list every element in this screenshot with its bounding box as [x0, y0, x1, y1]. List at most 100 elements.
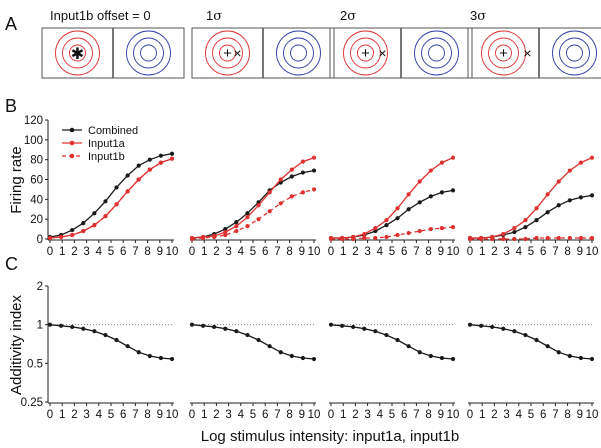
data-point-input1a: [223, 229, 228, 235]
series-line-additivity: [330, 324, 454, 360]
data-point-input1b: [450, 225, 456, 230]
data-point-combined: [234, 220, 239, 225]
rf-ring-right: [276, 30, 321, 76]
data-point-additivity: [490, 324, 495, 330]
y-tick-label: 0.25: [21, 397, 43, 409]
legend-marker-1: [69, 140, 75, 146]
rf-ring-right: [559, 37, 590, 69]
rf-ring-left: [55, 30, 100, 76]
data-point-additivity: [428, 353, 433, 359]
x-tick-label: 7: [413, 409, 419, 421]
x-tick-label: 10: [447, 246, 460, 258]
x-tick-label: 8: [144, 409, 150, 421]
x-tick-label: 6: [540, 409, 546, 421]
data-point-additivity: [70, 324, 75, 330]
rf-ring-left: [69, 44, 86, 62]
data-point-input1b: [490, 236, 495, 242]
x-tick-label: 1: [479, 246, 485, 258]
data-point-combined: [289, 174, 294, 179]
data-point-input1a: [523, 218, 528, 223]
x-tick-label: 2: [352, 246, 358, 258]
data-point-input1b: [384, 234, 389, 240]
rf-center-marker: +: [223, 45, 232, 62]
data-point-input1b: [158, 160, 164, 165]
x-tick-label: 6: [120, 246, 126, 258]
x-tick-label: 2: [213, 246, 219, 258]
data-point-input1b: [362, 235, 367, 241]
data-point-input1b: [223, 232, 228, 238]
data-point-additivity: [417, 350, 422, 355]
data-point-additivity: [578, 355, 584, 361]
panel-letter-b: B: [5, 96, 17, 116]
x-tick-label: 3: [503, 409, 509, 421]
data-point-input1b: [47, 235, 53, 241]
data-point-input1a: [428, 168, 433, 173]
rf-center-marker: +: [361, 45, 370, 62]
data-point-input1b: [589, 235, 595, 241]
data-point-input1b: [339, 236, 345, 242]
data-point-input1a: [256, 203, 261, 208]
data-point-combined: [439, 190, 445, 195]
data-point-input1b: [300, 190, 306, 195]
x-tick-label: 8: [425, 246, 431, 258]
x-tick-label: 2: [71, 246, 77, 258]
x-tick-label: 8: [286, 409, 292, 421]
data-point-input1b: [311, 187, 317, 192]
data-point-additivity: [351, 324, 356, 330]
rf-diagram-3: + ×: [467, 27, 601, 79]
data-point-combined: [406, 207, 411, 212]
data-point-combined: [92, 211, 97, 216]
data-point-input1a: [450, 155, 456, 160]
data-point-additivity: [189, 322, 195, 327]
data-point-input1a: [578, 160, 584, 165]
x-tick-label: 7: [413, 246, 419, 258]
rf-offset-marker: ×: [378, 45, 386, 61]
data-point-input1a: [556, 179, 561, 184]
x-tick-label: 7: [132, 409, 138, 421]
data-point-additivity: [47, 322, 53, 327]
data-point-combined: [136, 163, 141, 168]
x-tick-label: 9: [577, 246, 583, 258]
data-point-input1a: [384, 218, 389, 223]
rf-offset-marker: ×: [523, 45, 531, 61]
data-point-input1b: [478, 236, 484, 242]
data-point-additivity: [256, 337, 261, 343]
rf-ring-right: [283, 37, 314, 69]
y-axis-label-additivity: Additivity index: [8, 294, 25, 395]
x-tick-label: 10: [308, 246, 321, 258]
rf-ring-right: [126, 30, 171, 76]
data-point-additivity: [328, 322, 334, 327]
y-tick-label: 1: [37, 320, 43, 332]
additivity-subplot-0: 0 1 2 3 4 5 6 7 8 9 100.250.512: [21, 281, 179, 421]
data-point-additivity: [223, 326, 228, 331]
data-point-input1a: [267, 190, 272, 195]
row-a-title-2-sigma: σ: [347, 9, 356, 24]
x-tick-label: 10: [586, 409, 599, 421]
x-tick-label: 6: [262, 409, 268, 421]
data-point-additivity: [589, 356, 595, 362]
x-tick-label: 2: [71, 409, 77, 421]
x-tick-label: 9: [438, 409, 444, 421]
x-tick-label: 9: [577, 409, 583, 421]
data-point-input1b: [234, 228, 239, 234]
x-tick-label: 10: [166, 246, 179, 258]
data-point-combined: [395, 216, 400, 221]
data-point-additivity: [467, 322, 473, 327]
data-point-additivity: [289, 353, 294, 359]
data-point-combined: [578, 195, 584, 200]
legend-label-2: Input1b: [88, 151, 125, 163]
x-tick-label: 1: [340, 246, 346, 258]
data-point-input1b: [169, 156, 175, 161]
data-point-input1b: [245, 224, 250, 229]
data-point-input1a: [311, 155, 317, 160]
data-point-additivity: [300, 355, 306, 361]
x-tick-label: 4: [96, 409, 103, 421]
x-tick-label: 6: [401, 409, 407, 421]
data-point-combined: [450, 188, 456, 193]
data-point-combined: [70, 227, 75, 233]
data-point-additivity: [501, 326, 506, 331]
row-a-title-3: 3σ: [470, 8, 486, 24]
x-tick-label: 3: [364, 246, 370, 258]
data-point-combined: [417, 200, 422, 205]
